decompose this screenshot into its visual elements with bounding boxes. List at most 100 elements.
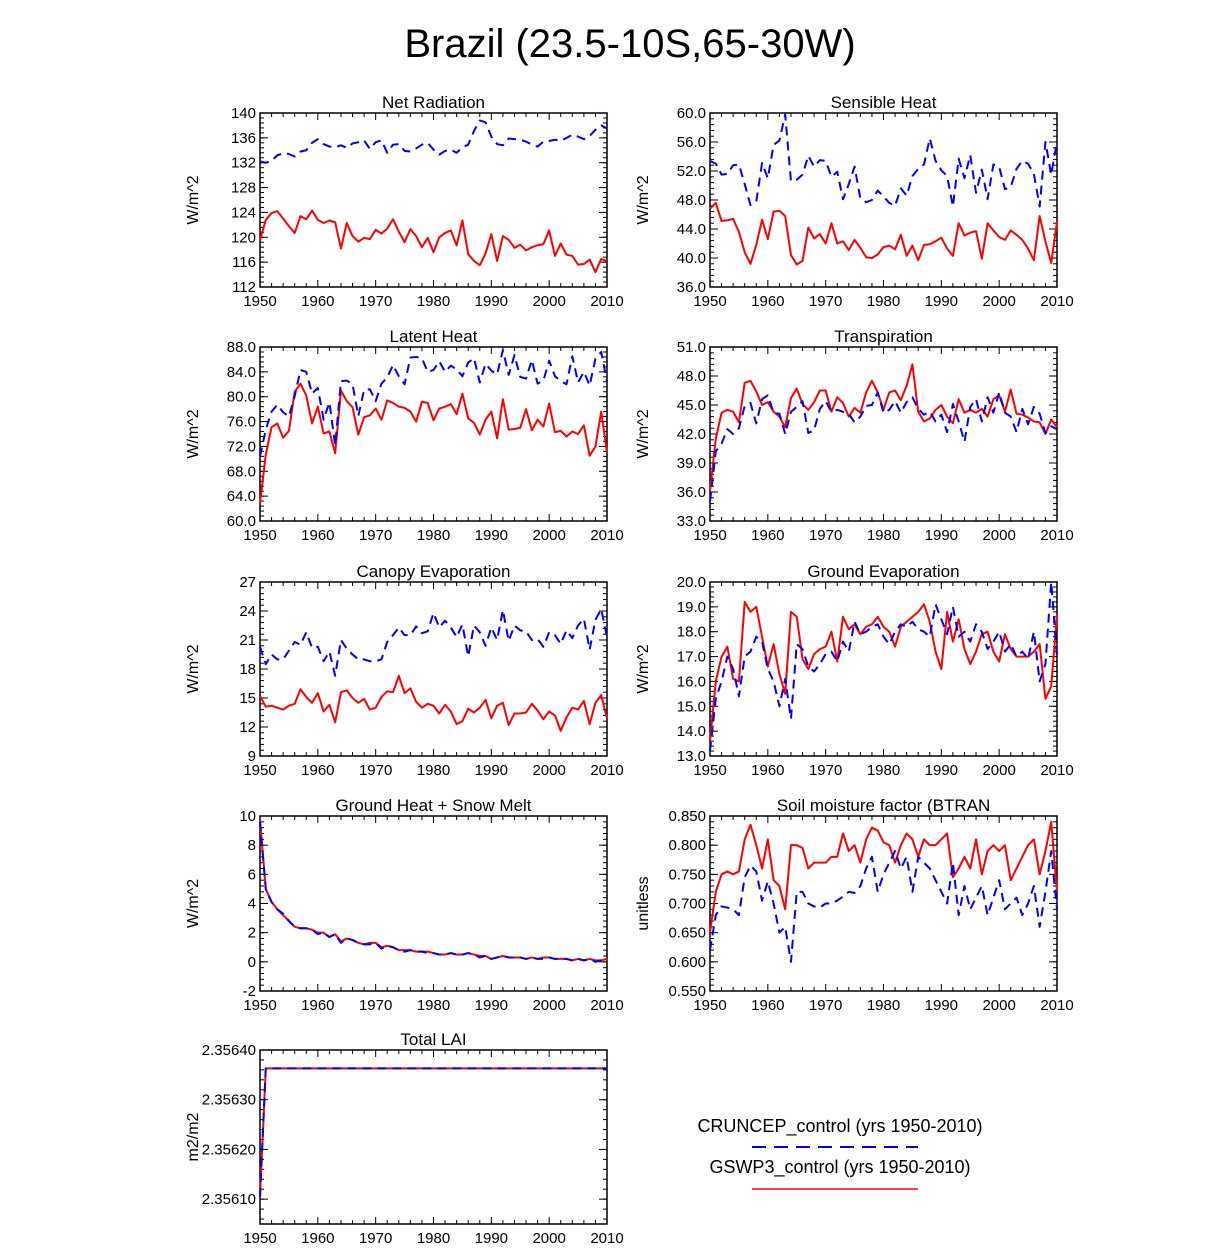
y-tick-label: 21	[239, 632, 256, 649]
y-tick-label: 44.0	[677, 221, 706, 238]
x-tick-label: 1970	[809, 997, 842, 1014]
x-tick-label: 1950	[243, 1230, 276, 1247]
y-axis-label: W/m^2	[185, 644, 202, 693]
panel-7: Ground Heat + Snow Melt W/m^2 1950 1960 1970…	[185, 796, 624, 1014]
x-tick-label: 2000	[982, 527, 1015, 544]
x-tick-label: 1960	[751, 997, 784, 1014]
figure-title: Brazil (23.5-10S,65-30W)	[404, 22, 856, 66]
y-tick-label: 20.0	[677, 574, 706, 591]
panel-2: Sensible Heat W/m^2 1950 1960 1970 1980 1990 20…	[635, 93, 1074, 310]
y-tick-label: 2	[248, 925, 256, 942]
y-tick-label: 0.650	[668, 925, 706, 942]
y-tick-label: 14.0	[677, 723, 706, 740]
y-tick-label: 0	[248, 954, 256, 971]
y-tick-label: 2.35620	[202, 1141, 256, 1158]
x-tick-label: 1960	[301, 762, 334, 779]
x-tick-label: 1990	[475, 997, 508, 1014]
x-tick-label: 2010	[590, 1230, 623, 1247]
x-tick-label: 2010	[590, 293, 623, 310]
y-axis-label: W/m^2	[635, 409, 652, 458]
y-tick-label: 140	[231, 105, 256, 122]
y-tick-label: 76.0	[227, 414, 256, 431]
x-tick-label: 2010	[1040, 527, 1073, 544]
series-gswp3-line	[259, 674, 608, 732]
x-tick-label: 1960	[301, 1230, 334, 1247]
x-tick-label: 2010	[590, 527, 623, 544]
y-tick-label: 56.0	[677, 134, 706, 151]
x-tick-label: 1980	[867, 997, 900, 1014]
series-cruncep-line	[259, 349, 608, 457]
x-tick-label: 1970	[359, 527, 392, 544]
series-gswp3-line	[259, 209, 608, 274]
x-tick-label: 1960	[301, 293, 334, 310]
x-tick-label: 1970	[359, 762, 392, 779]
x-tick-label: 2000	[532, 762, 565, 779]
y-tick-label: 0.750	[668, 866, 706, 883]
y-tick-label: 60.0	[227, 513, 256, 530]
x-tick-label: 2010	[1040, 997, 1073, 1014]
x-tick-label: 1950	[693, 293, 726, 310]
y-tick-label: 36.0	[677, 484, 706, 501]
y-tick-label: 64.0	[227, 488, 256, 505]
x-tick-label: 1990	[925, 293, 958, 310]
y-tick-label: 42.0	[677, 426, 706, 443]
x-tick-label: 1950	[243, 997, 276, 1014]
x-tick-label: 1960	[751, 293, 784, 310]
panel-3: Latent Heat W/m^2 1950 1960 1970 1980 1990 2000…	[185, 327, 624, 544]
panel-6: Ground Evaporation W/m^2 1950 1960 1970 1980 1…	[635, 562, 1074, 779]
y-axis-label: W/m^2	[185, 175, 202, 224]
y-tick-label: 19.0	[677, 599, 706, 616]
x-tick-label: 1960	[301, 997, 334, 1014]
y-tick-label: 72.0	[227, 438, 256, 455]
x-tick-label: 1950	[243, 293, 276, 310]
x-tick-label: 1990	[925, 527, 958, 544]
y-tick-label: 80.0	[227, 389, 256, 406]
y-tick-label: 45.0	[677, 397, 706, 414]
y-tick-label: 0.600	[668, 954, 706, 971]
x-tick-label: 1980	[417, 997, 450, 1014]
y-tick-label: 15.0	[677, 698, 706, 715]
y-tick-label: 15	[239, 690, 256, 707]
y-tick-label: 4	[248, 896, 256, 913]
x-tick-label: 1980	[417, 527, 450, 544]
series-cruncep-line	[259, 119, 608, 164]
y-tick-label: 18	[239, 661, 256, 678]
x-tick-label: 2000	[532, 1230, 565, 1247]
y-tick-label: 2.35630	[202, 1092, 256, 1109]
y-axis-label: W/m^2	[635, 175, 652, 224]
series-gswp3-line	[709, 820, 1058, 933]
x-tick-label: 2010	[590, 762, 623, 779]
panel-title: Canopy Evaporation	[356, 562, 510, 581]
y-tick-label: 36.0	[677, 279, 706, 296]
y-tick-label: 48.0	[677, 192, 706, 209]
y-axis-label: W/m^2	[185, 409, 202, 458]
y-tick-label: 0.850	[668, 808, 706, 825]
x-tick-label: 2010	[1040, 762, 1073, 779]
x-tick-label: 2000	[982, 997, 1015, 1014]
y-tick-label: 2.35640	[202, 1042, 256, 1059]
y-tick-label: 8	[248, 837, 256, 854]
y-tick-label: 48.0	[677, 368, 706, 385]
y-tick-label: 136	[231, 130, 256, 147]
y-tick-label: 51.0	[677, 339, 706, 356]
x-tick-label: 1950	[243, 762, 276, 779]
x-tick-label: 1990	[475, 527, 508, 544]
y-axis-label: W/m^2	[185, 879, 202, 928]
series-cruncep-line	[709, 391, 1058, 502]
series-cruncep-line	[709, 850, 1058, 963]
x-tick-label: 1990	[925, 762, 958, 779]
x-tick-label: 1980	[417, 762, 450, 779]
y-axis-label: W/m^2	[635, 644, 652, 693]
y-tick-label: 17.0	[677, 649, 706, 666]
series-cruncep-line	[259, 1067, 607, 1197]
y-tick-label: 24	[239, 603, 256, 620]
x-tick-label: 1980	[867, 293, 900, 310]
series-gswp3-line	[259, 382, 608, 504]
series-cruncep-line	[709, 581, 1058, 752]
y-tick-label: 120	[231, 229, 256, 246]
y-tick-label: 132	[231, 155, 256, 172]
panel-5: Canopy Evaporation W/m^2 1950 1960 1970 1980 1…	[185, 562, 624, 779]
x-tick-label: 1980	[417, 293, 450, 310]
series-cruncep-line	[259, 608, 608, 677]
